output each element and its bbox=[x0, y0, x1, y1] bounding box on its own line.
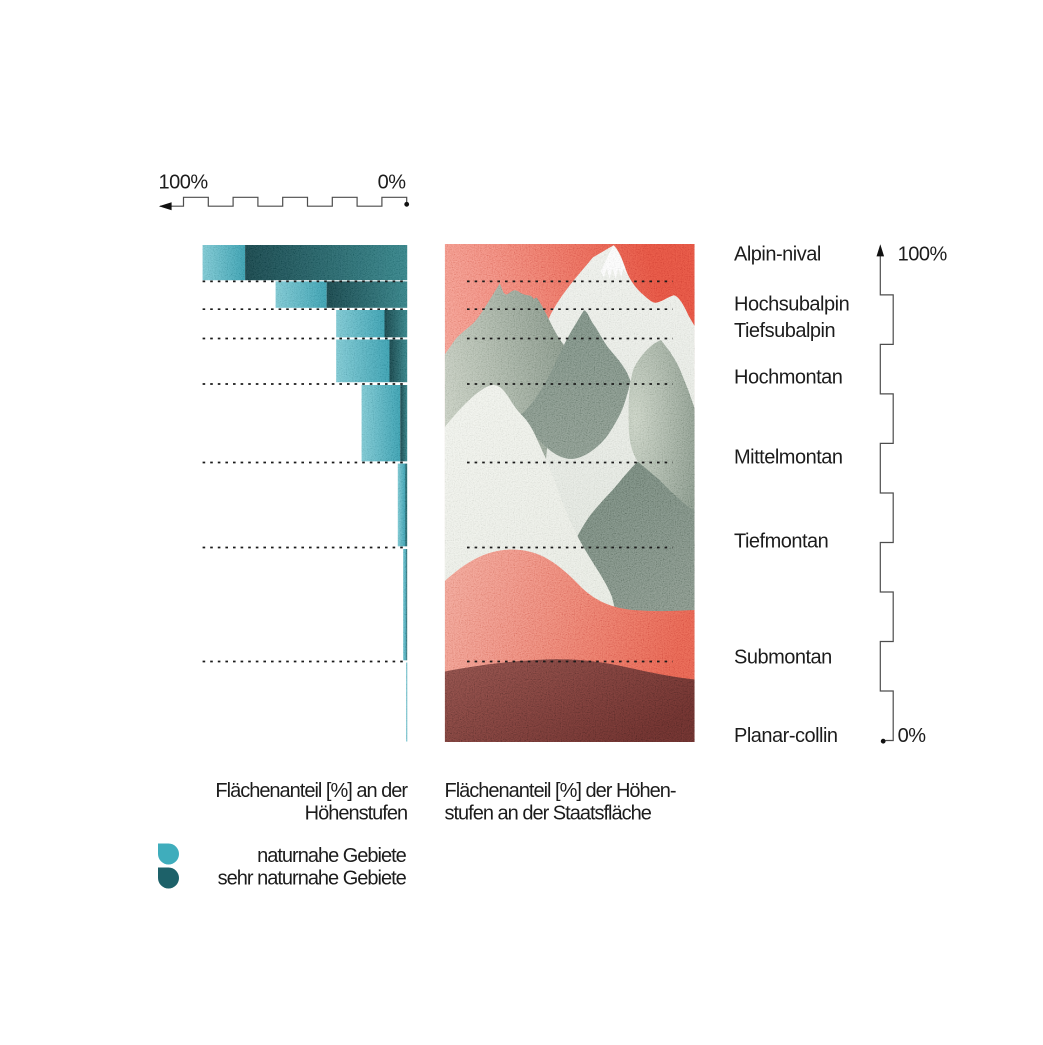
svg-text:Flächenanteil [%] der Höhen-: Flächenanteil [%] der Höhen- bbox=[445, 780, 676, 802]
svg-text:Submontan: Submontan bbox=[734, 646, 832, 668]
svg-text:100%: 100% bbox=[898, 244, 948, 266]
svg-text:sehr naturnahe Gebiete: sehr naturnahe Gebiete bbox=[218, 867, 407, 889]
svg-text:0%: 0% bbox=[898, 725, 927, 747]
svg-text:0%: 0% bbox=[378, 172, 407, 194]
svg-text:Hochsubalpin: Hochsubalpin bbox=[734, 294, 849, 316]
svg-text:Mittelmontan: Mittelmontan bbox=[734, 446, 843, 468]
svg-text:Flächenanteil [%] an der: Flächenanteil [%] an der bbox=[215, 780, 408, 802]
svg-text:Hochmontan: Hochmontan bbox=[734, 367, 842, 389]
svg-text:naturnahe Gebiete: naturnahe Gebiete bbox=[257, 845, 407, 867]
svg-text:Alpin-nival: Alpin-nival bbox=[734, 244, 821, 266]
svg-text:stufen an der Staatsfläche: stufen an der Staatsfläche bbox=[445, 802, 652, 824]
svg-text:Tiefsubalpin: Tiefsubalpin bbox=[734, 320, 835, 342]
svg-text:Höhenstufen: Höhenstufen bbox=[305, 802, 407, 824]
svg-text:Planar-collin: Planar-collin bbox=[734, 725, 838, 747]
svg-text:Tiefmontan: Tiefmontan bbox=[734, 531, 828, 553]
svg-text:100%: 100% bbox=[159, 172, 209, 194]
